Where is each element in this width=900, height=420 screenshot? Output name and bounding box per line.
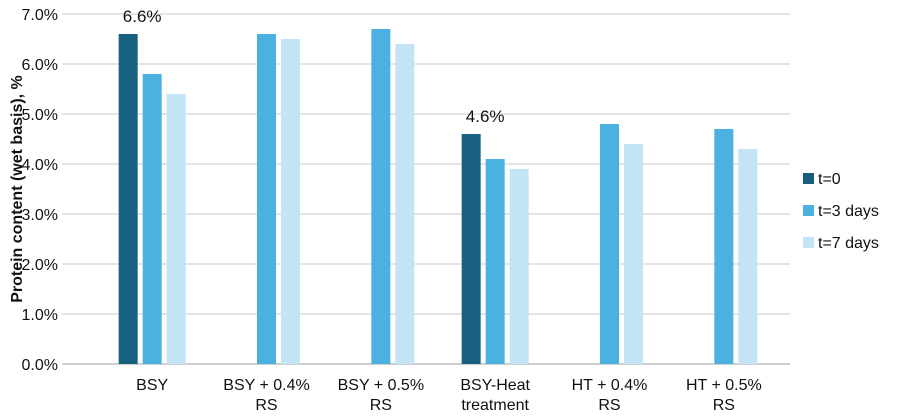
bar-t-0 xyxy=(118,34,138,364)
y-tick-label: 7.0% xyxy=(22,7,58,24)
x-tick-label: HT + 0.4% xyxy=(572,377,648,394)
x-tick-label: BSY-Heat xyxy=(460,377,530,394)
legend-label: t=0 xyxy=(818,171,841,188)
data-label: 4.6% xyxy=(466,107,505,126)
legend-swatch xyxy=(803,173,814,184)
y-tick-label: 4.0% xyxy=(22,157,58,174)
y-tick-label: 0.0% xyxy=(22,357,58,374)
legend-swatch xyxy=(803,237,814,248)
bar-t-3-days xyxy=(600,124,619,364)
bar-t-3-days xyxy=(485,159,505,364)
x-tick-label: RS xyxy=(255,397,277,414)
bar-t-7-days xyxy=(509,169,529,364)
legend-label: t=7 days xyxy=(818,235,879,252)
bar-t-7-days xyxy=(624,144,643,364)
bar-t-7-days xyxy=(395,44,415,364)
x-tick-label: BSY xyxy=(136,377,168,394)
y-axis-label: Protein content (wet basis), % xyxy=(9,75,26,303)
data-label: 6.6% xyxy=(123,7,162,26)
legend-swatch xyxy=(803,205,814,216)
y-tick-label: 1.0% xyxy=(22,307,58,324)
bar-t-7-days xyxy=(166,94,186,364)
x-tick-label: BSY + 0.5% xyxy=(338,377,424,394)
x-tick-label: RS xyxy=(370,397,392,414)
x-tick-label: RS xyxy=(713,397,735,414)
x-tick-label: HT + 0.5% xyxy=(686,377,762,394)
x-tick-label: treatment xyxy=(461,397,529,414)
bar-t-3-days xyxy=(142,74,162,364)
bar-t-7-days xyxy=(738,149,758,364)
bar-t-3-days xyxy=(257,34,276,364)
bar-t-0 xyxy=(461,134,481,364)
bar-t-3-days xyxy=(371,29,391,364)
legend-label: t=3 days xyxy=(818,203,879,220)
bar-t-7-days xyxy=(281,39,300,364)
x-tick-label: RS xyxy=(598,397,620,414)
x-tick-label: BSY + 0.4% xyxy=(223,377,309,394)
y-tick-label: 5.0% xyxy=(22,107,58,124)
y-tick-label: 6.0% xyxy=(22,57,58,74)
y-tick-label: 3.0% xyxy=(22,207,58,224)
y-tick-label: 2.0% xyxy=(22,257,58,274)
bar-t-3-days xyxy=(714,129,734,364)
